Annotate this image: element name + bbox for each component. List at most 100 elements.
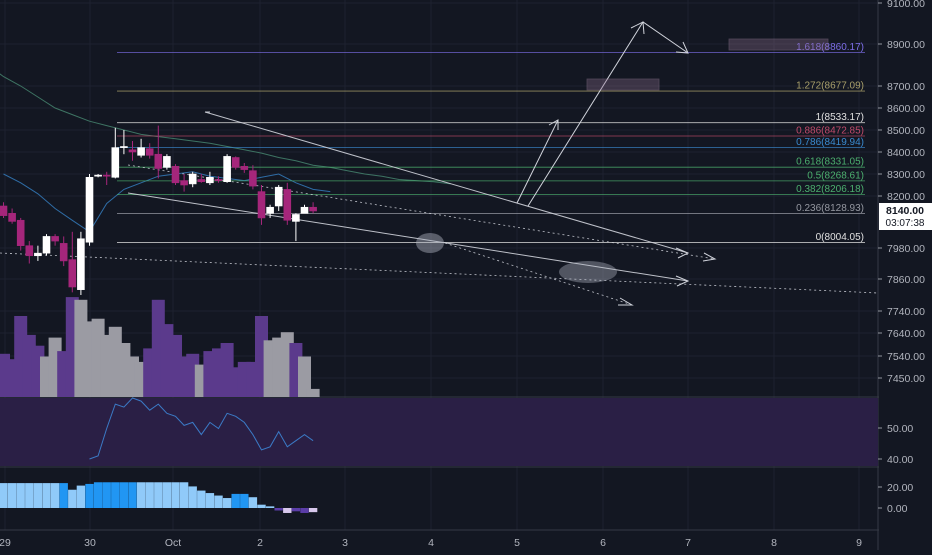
candle-body <box>309 206 317 212</box>
trendline-lower <box>127 192 689 282</box>
time-tick-label: 4 <box>428 537 434 549</box>
fib-level-label: 0.236(8128.93) <box>796 203 864 214</box>
fib-level-label: 0.886(8472.85) <box>796 125 864 136</box>
price-tick-label: 8900.00 <box>887 39 925 51</box>
candle-body <box>34 252 42 257</box>
rsi-tick-label: 40.00 <box>887 454 913 466</box>
rsi-tick-label: 50.00 <box>887 423 913 435</box>
arrowhead-2-a <box>630 21 645 35</box>
histogram-bar <box>265 506 275 508</box>
price-tick-label: 8500.00 <box>887 125 925 137</box>
rsi-band <box>0 398 878 466</box>
candle-body <box>283 189 292 221</box>
price-tick-label: 7860.00 <box>887 274 925 286</box>
candle-body <box>25 245 34 257</box>
histogram-bar <box>16 483 25 508</box>
price-tick-label: 7980.00 <box>887 243 925 255</box>
volume-bar <box>298 356 311 397</box>
fib-level-label: 0.382(8206.18) <box>796 184 864 195</box>
histogram-bar <box>33 483 43 508</box>
histogram-bar <box>162 482 172 508</box>
histogram-bar <box>119 482 129 508</box>
candle-body <box>59 243 68 262</box>
volume-bars <box>0 297 320 397</box>
target-box-upper[interactable] <box>728 38 829 51</box>
trend-drawings[interactable] <box>0 21 879 460</box>
moving-averages <box>0 73 451 233</box>
fib-level-label: 0.618(8331.05) <box>796 157 864 168</box>
price-tick-label: 7540.00 <box>887 351 925 363</box>
histogram-bar <box>76 485 86 508</box>
price-tick-label: 9100.00 <box>887 0 925 10</box>
histogram-bar <box>240 493 249 508</box>
histogram-tick-label: 20.00 <box>887 482 913 494</box>
candle-body <box>214 179 223 181</box>
highlight-ellipse-large <box>559 261 617 283</box>
candle-body <box>257 191 266 219</box>
histogram-bar <box>85 483 94 508</box>
histogram-bar <box>111 482 120 508</box>
current-price-tag[interactable] <box>879 203 932 230</box>
time-tick-label: 6 <box>600 537 606 549</box>
trendline-upper <box>204 111 689 254</box>
histogram-pane <box>0 482 318 513</box>
candle-body <box>292 214 300 222</box>
price-axis[interactable]: 9100.00 8900.00 8700.00 8600.00 8500.00 8400.… <box>878 0 932 550</box>
histogram-bar <box>42 483 51 508</box>
candle-body <box>180 180 188 186</box>
time-tick-label: 3 <box>342 537 348 549</box>
histogram-tick-label: 0.00 <box>887 503 908 515</box>
time-tick-label: 29 <box>0 537 11 549</box>
histogram-bar <box>59 483 68 508</box>
histogram-bar <box>274 508 283 511</box>
candle-body <box>300 206 309 214</box>
time-tick-label: 30 <box>84 537 96 549</box>
arrowhead-6 <box>618 297 634 306</box>
candle-body <box>85 177 94 243</box>
candle-body <box>0 205 8 216</box>
price-tick-label: 7740.00 <box>887 306 925 318</box>
candle-body <box>266 206 274 214</box>
price-tick-label: 7450.00 <box>887 373 925 385</box>
arrowhead-3 <box>675 247 690 259</box>
moving-average-line-2 <box>3 171 331 233</box>
price-tick-label: 7640.00 <box>887 328 925 340</box>
histogram-bar <box>154 482 163 508</box>
volume-bar <box>306 388 320 397</box>
candle-body <box>188 173 197 185</box>
price-tick-label: 8400.00 <box>887 147 925 159</box>
arrowhead-1 <box>548 119 559 130</box>
histogram-bar <box>231 493 240 508</box>
candle-body <box>77 238 85 290</box>
rsi-line <box>89 397 314 460</box>
histogram-bar <box>171 482 180 508</box>
histogram-bar <box>188 486 197 508</box>
histogram-bar <box>93 482 103 508</box>
histogram-bar <box>248 497 258 508</box>
candle-body <box>51 236 59 242</box>
candle-body <box>163 156 171 168</box>
time-axis[interactable]: 29 30 Oct 2 3 4 5 6 7 8 9 <box>0 537 862 549</box>
candle-body <box>137 147 145 156</box>
time-tick-label: 5 <box>514 537 520 549</box>
fib-level-label: 0(8004.05) <box>816 232 864 243</box>
target-box-lower[interactable] <box>586 78 660 91</box>
fib-level-label: 0.786(8419.94) <box>796 137 864 148</box>
candle-body <box>145 148 154 156</box>
candle-body <box>223 156 231 182</box>
arrowhead-5 <box>702 252 717 262</box>
time-tick-label: 9 <box>856 537 862 549</box>
candle-body <box>111 147 120 178</box>
price-tick-label: 8600.00 <box>887 103 925 115</box>
fib-level-label: 1.272(8677.09) <box>796 81 864 92</box>
volume-bar <box>0 353 10 397</box>
trendline-dotted <box>127 164 716 260</box>
candle-body <box>231 157 240 168</box>
fib-level-label: 1.618(8860.17) <box>796 42 864 53</box>
axis-background <box>879 0 932 550</box>
histogram-bar <box>291 508 301 512</box>
histogram-bar <box>50 483 60 508</box>
